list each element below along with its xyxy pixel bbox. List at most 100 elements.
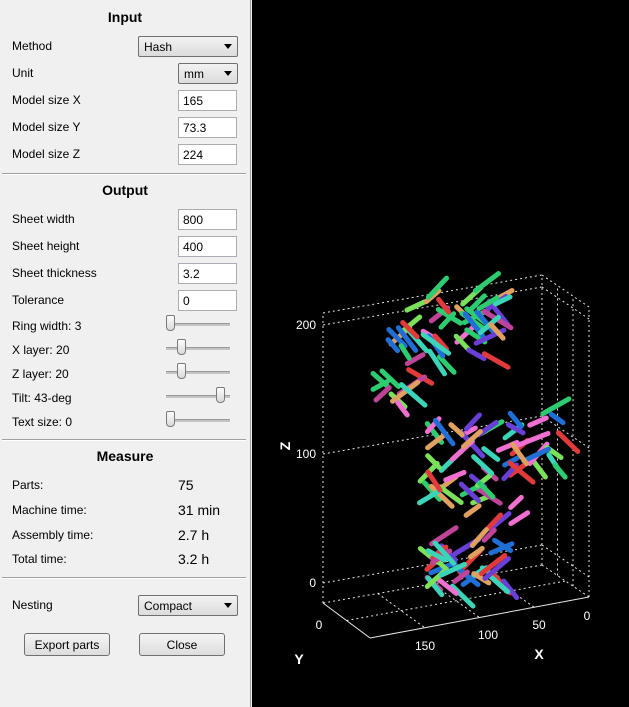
model-rib [432,418,456,447]
y-axis-label: Y [294,651,304,667]
model-rib [552,462,568,480]
slider-thumb[interactable] [166,315,175,331]
model-rib [420,332,452,356]
slider-thumb[interactable] [177,339,186,355]
close-button[interactable]: Close [139,633,225,656]
x-layer-slider[interactable] [166,338,230,358]
model-size-z-field[interactable] [178,144,237,165]
model-rib [507,410,524,430]
hand-model [370,271,581,609]
x-tick-0: 0 [584,609,591,623]
model-rib [471,454,495,476]
model-rib [474,309,496,335]
grid-line [346,580,566,621]
model-rib [406,367,435,386]
grid-line [541,274,590,308]
3d-viewport[interactable]: 200 100 0 Z 150 100 50 0 X 0 Y [252,0,629,707]
text-size-slider[interactable] [166,410,230,430]
machine-time-label: Machine time: [12,503,87,517]
model-rib [436,354,457,375]
export-parts-button[interactable]: Export parts [24,633,110,656]
y-tick-0: 0 [316,618,323,632]
model-size-z-label: Model size Z [12,147,81,161]
method-dropdown[interactable]: Hash [138,36,238,57]
grid-line [322,415,543,455]
method-label: Method [12,39,53,53]
output-section-title: Output [102,182,148,198]
slider-track [166,395,230,398]
model-rib [385,337,401,354]
unit-dropdown[interactable]: mm [178,63,238,84]
slider-track [166,323,230,326]
model-rib [379,368,401,389]
model-rib [555,430,581,454]
grid-line [541,286,590,320]
model-rib [425,548,448,563]
assembly-time-label: Assembly time: [12,528,94,542]
measure-section-title: Measure [96,448,154,464]
model-size-x-label: Model size X [12,93,81,107]
model-rib [437,484,464,505]
model-rib [466,347,487,362]
model-size-y-field[interactable] [178,117,237,138]
model-rib [492,537,514,553]
z-axis-label: Z [277,441,293,450]
tolerance-label: Tolerance [12,293,65,307]
model-rib [458,481,481,504]
sheet-height-label: Sheet height [12,239,80,253]
model-rib [481,446,501,462]
model-rib [421,480,443,502]
x-tick-100: 100 [478,628,498,642]
model-rib [492,294,513,307]
sheet-thickness-label: Sheet thickness [12,266,97,280]
model-rib [501,578,520,601]
model-rib [400,320,420,340]
model-rib [488,574,511,595]
model-rib [428,483,455,509]
sheet-thickness-field[interactable] [178,263,237,284]
model-rib [404,299,428,313]
model-rib [467,545,485,560]
model-rib [373,385,392,403]
divider [2,439,246,441]
model-rib [425,275,450,300]
tilt-slider[interactable] [166,386,230,406]
model-rib [469,527,489,549]
model-rib [425,469,443,493]
sheet-width-label: Sheet width [12,212,75,226]
sheet-height-field[interactable] [178,236,237,257]
model-rib [510,441,529,467]
model-rib [427,348,448,377]
model-rib [476,480,496,500]
model-rib [505,422,526,436]
nesting-value: Compact [144,599,193,613]
slider-track [166,371,230,374]
nesting-dropdown[interactable]: Compact [138,595,238,616]
model-rib [468,293,487,313]
tilt-label: Tilt: 43-deg [12,391,72,405]
slider-thumb[interactable] [166,411,175,427]
total-time-label: Total time: [12,552,67,566]
model-rib [432,333,449,352]
method-value: Hash [144,40,173,54]
z-layer-slider[interactable] [166,362,230,382]
tolerance-field[interactable] [178,290,237,311]
unit-label: Unit [12,66,34,80]
chevron-down-icon [224,603,232,608]
total-time-value: 3.2 h [178,551,210,567]
model-rib [398,382,428,408]
model-rib [488,541,515,556]
3d-plot[interactable]: 200 100 0 Z 150 100 50 0 X 0 Y [252,0,629,707]
sheet-width-field[interactable] [178,209,237,230]
model-rib [432,540,457,566]
model-size-x-field[interactable] [178,90,237,111]
model-rib [395,325,419,353]
nesting-label: Nesting [12,598,53,612]
slider-thumb[interactable] [215,387,225,403]
slider-thumb[interactable] [177,363,186,379]
assembly-time-value: 2.7 h [178,527,210,543]
model-rib [476,295,500,312]
ring-width-slider[interactable] [166,314,230,334]
settings-panel: Input Method Hash Unit mm Model size X M… [0,0,251,707]
model-rib [527,415,549,428]
